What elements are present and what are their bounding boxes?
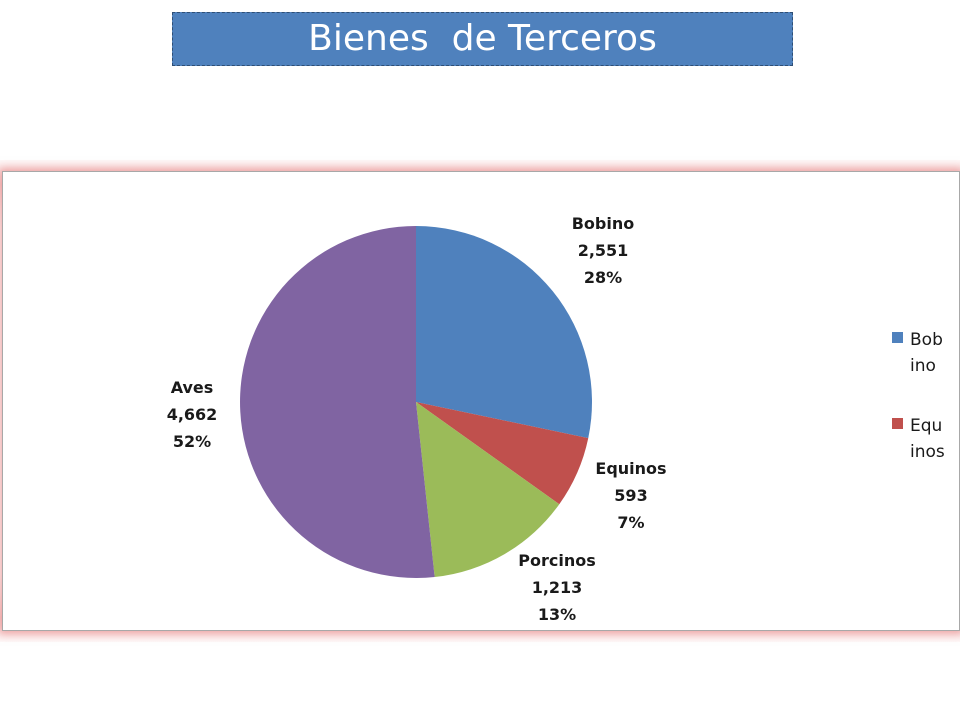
data-label-equinos: Equinos 593 7% <box>595 459 666 532</box>
data-label-bobino: Bobino 2,551 28% <box>572 214 635 287</box>
legend-label: Bob ino <box>910 330 943 376</box>
legend-swatch <box>892 332 903 343</box>
legend-swatch <box>892 418 903 429</box>
chart-legend: Bob ino Equ inos <box>892 330 945 462</box>
data-label-porcinos: Porcinos 1,213 13% <box>518 551 595 624</box>
slide-title: Bienes de Terceros <box>172 12 793 66</box>
pie-data-labels: Bobino 2,551 28% Equinos 593 7%Porcinos 1,213 1… <box>167 214 667 624</box>
pie-slice-porcinos <box>416 402 560 578</box>
pie-slice-equinos <box>416 402 589 505</box>
pie-slice-aves <box>240 226 435 579</box>
data-label-aves: Aves 4,662 52% <box>167 378 218 451</box>
pie-slices <box>240 226 592 579</box>
pie-slice-bobino <box>416 226 592 439</box>
legend-label: Equ inos <box>910 416 945 462</box>
